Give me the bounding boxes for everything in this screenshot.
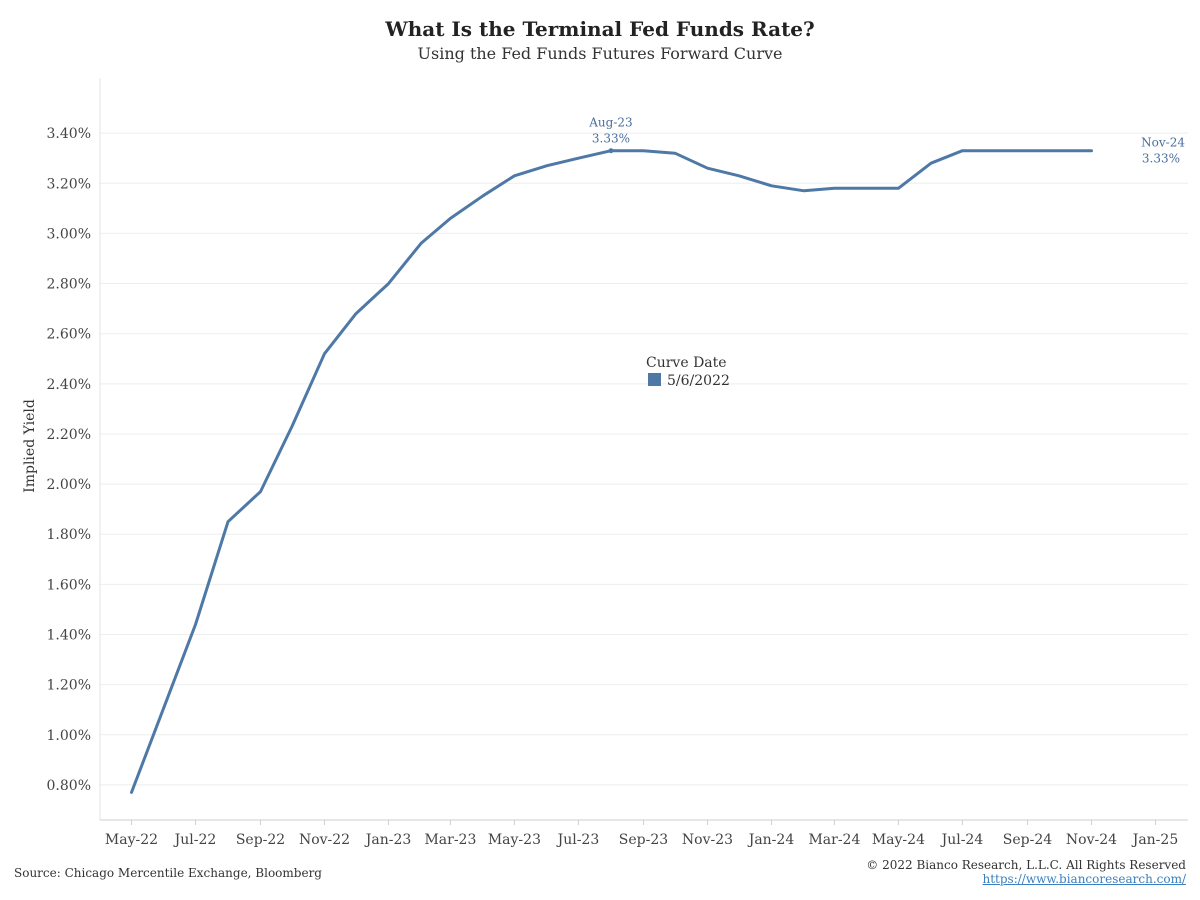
data-point xyxy=(897,187,900,190)
annotation-marker xyxy=(608,148,614,154)
x-tick-label: Jan-23 xyxy=(364,832,412,848)
data-point xyxy=(737,174,740,177)
data-point xyxy=(1026,149,1029,152)
x-tick-label: May-24 xyxy=(872,832,925,848)
legend: Curve Date 5/6/2022 xyxy=(646,355,730,389)
x-tick-label: Jul-22 xyxy=(173,832,217,848)
data-point xyxy=(481,194,484,197)
chart-title: What Is the Terminal Fed Funds Rate? xyxy=(384,17,815,41)
x-axis-ticks: May-22 Jul-22 Sep-22 Nov-22 Jan-23 Mar-23 May-… xyxy=(105,832,1178,848)
y-tick-label: 1.00% xyxy=(47,728,91,744)
x-tick-label: May-23 xyxy=(488,832,541,848)
annotations: Aug-23 3.33% Nov-24 3.33% xyxy=(588,116,1185,166)
copyright-note: © 2022 Bianco Research, L.L.C. All Right… xyxy=(866,858,1186,872)
y-tick-label: 2.80% xyxy=(47,277,91,293)
x-tick-label: Jan-24 xyxy=(747,832,795,848)
data-point xyxy=(803,189,806,192)
y-tick-label: 2.40% xyxy=(47,377,91,393)
data-point xyxy=(1057,149,1060,152)
y-tick-label: 3.40% xyxy=(47,126,91,142)
series-layer xyxy=(130,149,1093,794)
data-point xyxy=(420,242,423,245)
x-tick-label: Sep-24 xyxy=(1003,832,1052,848)
data-point xyxy=(833,187,836,190)
legend-swatch xyxy=(648,373,661,386)
data-point xyxy=(929,162,932,165)
data-point xyxy=(577,157,580,160)
data-point xyxy=(673,152,676,155)
data-point xyxy=(355,312,358,315)
data-point xyxy=(865,187,868,190)
gridlines xyxy=(100,132,1188,786)
x-tick-label: Sep-22 xyxy=(236,832,285,848)
x-tick-label: Nov-22 xyxy=(299,832,350,848)
x-tick-label: Jul-24 xyxy=(940,832,984,848)
y-tick-label: 1.60% xyxy=(47,577,91,593)
x-tick-label: Nov-23 xyxy=(682,832,733,848)
data-point xyxy=(961,149,964,152)
y-tick-label: 1.20% xyxy=(47,678,91,694)
annotation-value: 3.33% xyxy=(1142,152,1180,166)
series-line xyxy=(130,149,1093,794)
y-tick-label: 2.20% xyxy=(47,427,91,443)
y-tick-label: 2.00% xyxy=(47,477,91,493)
x-tick-label: Jul-23 xyxy=(556,832,600,848)
y-axis-ticks: 0.80% 1.00% 1.20% 1.40% 1.60% 1.80% 2.00% 2.20%… xyxy=(47,126,91,794)
x-tick-label: May-22 xyxy=(105,832,158,848)
annotation-label: Nov-24 xyxy=(1141,136,1185,150)
data-point xyxy=(449,217,452,220)
y-tick-label: 3.00% xyxy=(47,226,91,242)
data-point xyxy=(1090,149,1093,152)
data-point xyxy=(993,149,996,152)
x-tick-label: Nov-24 xyxy=(1066,832,1117,848)
y-tick-label: 3.20% xyxy=(47,176,91,192)
data-point xyxy=(706,167,709,170)
source-note: Source: Chicago Mercentile Exchange, Blo… xyxy=(14,866,322,880)
data-point xyxy=(163,706,166,709)
data-point xyxy=(545,164,548,167)
y-tick-label: 1.80% xyxy=(47,527,91,543)
annotation-value: 3.33% xyxy=(592,132,630,146)
x-tick-label: Mar-23 xyxy=(424,832,476,848)
y-axis-title: Implied Yield xyxy=(22,399,38,493)
data-point xyxy=(130,791,133,794)
annotation-label: Aug-23 xyxy=(588,116,632,130)
x-tick-label: Mar-24 xyxy=(808,832,860,848)
y-tick-label: 2.60% xyxy=(47,327,91,343)
data-point xyxy=(387,282,390,285)
y-tick-label: 0.80% xyxy=(47,778,91,794)
data-point xyxy=(513,174,516,177)
data-point xyxy=(291,425,294,428)
x-tick-label: Sep-23 xyxy=(619,832,668,848)
axes xyxy=(99,78,1188,825)
data-point xyxy=(323,352,326,355)
legend-title: Curve Date xyxy=(646,355,727,371)
x-tick-label: Jan-25 xyxy=(1131,832,1179,848)
data-point xyxy=(227,520,230,523)
data-point xyxy=(770,184,773,187)
data-point xyxy=(194,623,197,626)
website-link[interactable]: https://www.biancoresearch.com/ xyxy=(982,872,1186,886)
y-tick-label: 1.40% xyxy=(47,628,91,644)
legend-label: 5/6/2022 xyxy=(667,373,730,389)
data-point xyxy=(642,149,645,152)
data-point xyxy=(259,490,262,493)
chart-subtitle: Using the Fed Funds Futures Forward Curv… xyxy=(418,44,783,63)
